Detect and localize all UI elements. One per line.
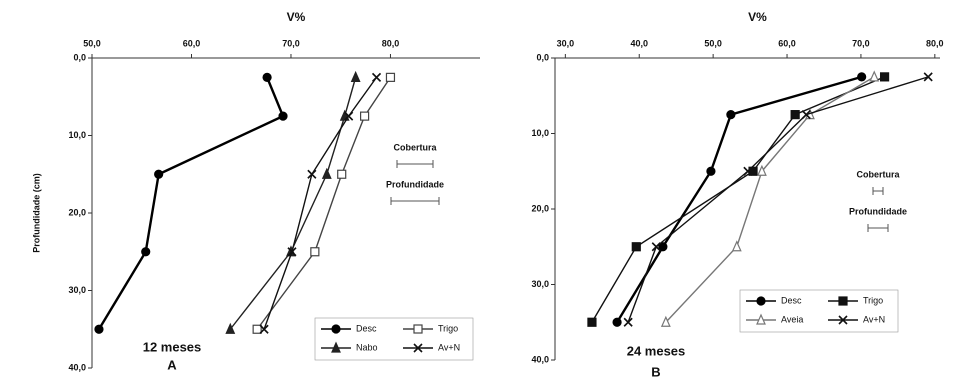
marker (857, 72, 867, 82)
marker (756, 313, 766, 325)
caption: 24 meses (627, 343, 686, 358)
x-tick-label: 50,0 (83, 38, 101, 48)
marker (838, 296, 848, 306)
y-tick-label: 10,0 (68, 130, 86, 140)
marker (748, 166, 758, 176)
caption: 12 meses (143, 339, 202, 354)
marker (359, 111, 370, 121)
x-tick-label: 70,0 (282, 38, 300, 48)
x-tick-label: 50,0 (704, 38, 722, 48)
marker (623, 317, 633, 327)
marker (790, 110, 800, 120)
marker (651, 242, 661, 252)
x-tick-label: 40,0 (630, 38, 648, 48)
y-tick-label: 0,0 (536, 52, 549, 62)
marker (310, 247, 320, 257)
marker (287, 247, 297, 257)
marker (587, 317, 597, 327)
error-label: Profundidade (849, 206, 907, 216)
marker (331, 324, 341, 334)
marker (413, 343, 423, 353)
marker (307, 169, 317, 179)
marker (612, 317, 622, 327)
legend-label: Desc (356, 323, 377, 333)
marker (259, 324, 269, 334)
y-tick-label: 20,0 (68, 207, 86, 217)
x-tick-label: 80,0 (926, 38, 944, 48)
legend-label: Aveia (781, 314, 803, 324)
legend-label: Av+N (438, 342, 460, 352)
y-tick-label: 30,0 (531, 279, 549, 289)
legend-label: Nabo (356, 342, 378, 352)
x-tick-label: 60,0 (183, 38, 201, 48)
x-tick-label: 70,0 (852, 38, 870, 48)
y-tick-label: 40,0 (531, 354, 549, 364)
marker (631, 242, 641, 252)
error-bar (390, 197, 440, 205)
y-tick-label: 0,0 (73, 52, 86, 62)
series-line (97, 76, 285, 330)
marker (141, 247, 151, 257)
marker (743, 166, 753, 176)
legend-label: Desc (781, 295, 802, 305)
legend-box (314, 317, 474, 361)
x-tick-label: 80,0 (382, 38, 400, 48)
marker (321, 167, 332, 179)
marker (225, 322, 236, 334)
x-tick-label: 30,0 (557, 38, 575, 48)
marker (706, 166, 716, 176)
series-line (616, 75, 863, 323)
legend-label: Av+N (863, 314, 885, 324)
marker (350, 70, 361, 82)
legend-label: Trigo (438, 323, 458, 333)
marker (756, 296, 766, 306)
error-label: Profundidade (386, 179, 444, 189)
y-axis-title: Profundidade (cm) (31, 173, 41, 253)
error-bar (867, 224, 889, 232)
y-tick-label: 20,0 (531, 203, 549, 213)
marker (344, 111, 354, 121)
marker (658, 242, 668, 252)
x-tick-label: 60,0 (778, 38, 796, 48)
legend-box (739, 289, 899, 333)
marker (385, 72, 396, 82)
series-line (229, 77, 357, 330)
marker (869, 70, 880, 82)
y-tick-label: 10,0 (531, 128, 549, 138)
error-label: Cobertura (393, 142, 437, 152)
marker (413, 324, 423, 334)
series-line (627, 76, 929, 323)
legend-label: Trigo (863, 295, 883, 305)
panel-label: B (651, 364, 660, 379)
x-axis-title: V% (287, 10, 306, 24)
x-axis-title: V% (748, 10, 767, 24)
marker (731, 240, 742, 252)
marker (923, 72, 933, 82)
marker (337, 169, 347, 179)
marker (756, 164, 767, 176)
marker (262, 72, 272, 82)
marker (94, 324, 104, 334)
marker (278, 111, 288, 121)
y-tick-label: 40,0 (68, 362, 86, 372)
marker (331, 341, 341, 353)
marker (838, 315, 848, 325)
marker (879, 72, 890, 82)
marker (801, 110, 811, 120)
marker (660, 315, 671, 327)
marker (252, 324, 262, 334)
error-label: Cobertura (856, 169, 900, 179)
error-bar (396, 160, 434, 168)
marker (726, 110, 736, 120)
error-bar (872, 187, 884, 195)
panel-label: A (167, 357, 177, 372)
y-tick-label: 30,0 (68, 285, 86, 295)
series-line (665, 76, 875, 323)
marker (154, 169, 164, 179)
marker (371, 72, 382, 82)
